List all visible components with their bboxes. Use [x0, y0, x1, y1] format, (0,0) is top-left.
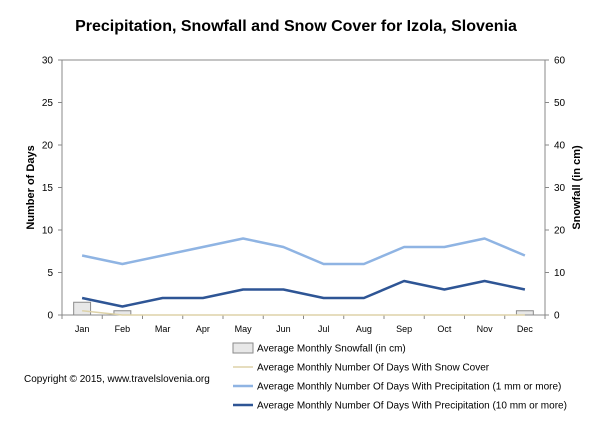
y2-tick-label: 0: [554, 311, 560, 322]
x-tick-label: Jan: [75, 324, 90, 334]
copyright-text: Copyright © 2015, www.travelslovenia.org: [24, 374, 210, 385]
legend: Average Monthly Snowfall (in cm) Average …: [232, 342, 567, 412]
snowfall-bar: [73, 301, 92, 316]
series-line: [81, 237, 526, 266]
series-line: [82, 310, 525, 316]
y-tick-label: 20: [42, 141, 54, 152]
y2-tick-label: 40: [554, 141, 566, 152]
x-tick-label: Feb: [115, 324, 131, 334]
legend-swatch: [232, 342, 254, 354]
y2-axis-label: Snowfall (in cm): [571, 145, 583, 230]
x-tick-label: Oct: [437, 324, 452, 334]
y2-tick-label: 10: [554, 268, 566, 279]
legend-label: Average Monthly Snowfall (in cm): [257, 344, 406, 355]
x-tick-label: Nov: [477, 324, 494, 334]
x-tick-label: Apr: [196, 324, 210, 334]
y-axis-label: Number of Days: [25, 145, 37, 229]
y2-tick-label: 60: [554, 56, 566, 67]
x-tick-label: Jul: [318, 324, 330, 334]
legend-label: Average Monthly Number Of Days With Prec…: [257, 401, 567, 412]
y2-tick-label: 50: [554, 98, 566, 109]
plot-area-frame: [61, 59, 546, 316]
y-tick-label: 25: [42, 98, 54, 109]
y2-tick-label: 20: [554, 226, 566, 237]
y-tick-label: 15: [42, 183, 54, 194]
y-tick-label: 30: [42, 56, 54, 67]
y-tick-label: 5: [47, 268, 53, 279]
chart-title: Precipitation, Snowfall and Snow Cover f…: [75, 18, 517, 35]
x-tick-label: Mar: [155, 324, 171, 334]
x-tick-label: Dec: [517, 324, 534, 334]
x-tick-label: Jun: [276, 324, 291, 334]
x-tick-label: Aug: [356, 324, 372, 334]
y2-tick-label: 30: [554, 183, 566, 194]
y-tick-label: 0: [47, 311, 53, 322]
x-tick-label: May: [235, 324, 253, 334]
y-tick-label: 10: [42, 226, 54, 237]
legend-label: Average Monthly Number Of Days With Prec…: [257, 382, 561, 393]
legend-label: Average Monthly Number Of Days With Snow…: [257, 363, 490, 374]
x-tick-label: Sep: [396, 324, 412, 334]
series-line: [81, 279, 526, 308]
